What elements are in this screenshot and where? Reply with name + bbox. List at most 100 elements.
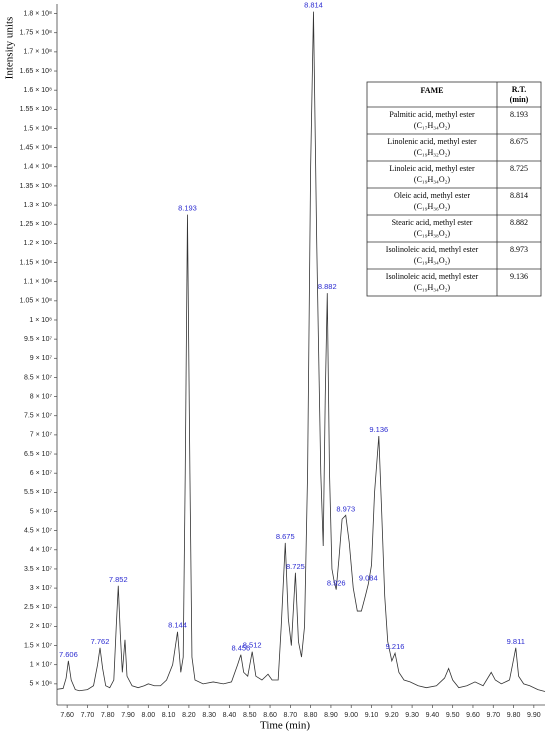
table-cell: (C₁₉H₃₂O₂)	[414, 148, 451, 157]
y-tick-label: 5.5 × 10⁷	[24, 489, 52, 496]
y-tick-label: 1 × 10⁷	[30, 662, 53, 669]
y-tick-label: 5 × 10⁷	[30, 508, 53, 515]
x-tick-label: 8.50	[243, 712, 257, 719]
chromatogram-line	[56, 11, 546, 692]
x-tick-label: 8.90	[324, 712, 338, 719]
y-tick-label: 1.55 × 10⁸	[20, 106, 52, 113]
peak-label: 8.456	[231, 644, 250, 653]
y-tick-label: 6 × 10⁷	[30, 470, 53, 477]
table-cell: 8.193	[510, 110, 528, 119]
y-tick-label: 3 × 10⁷	[30, 585, 53, 592]
peak-label: 7.762	[91, 637, 110, 646]
x-tick-label: 9.40	[426, 712, 440, 719]
x-tick-label: 9.10	[365, 712, 379, 719]
x-tick-label: 8.40	[223, 712, 237, 719]
x-tick-label: 9.60	[466, 712, 480, 719]
y-tick-label: 1.1 × 10⁸	[24, 279, 52, 286]
peak-label: 8.814	[304, 1, 323, 10]
table-cell: (C₁₉H₃₈O₂)	[414, 229, 451, 238]
peak-label: 7.852	[109, 575, 128, 584]
x-tick-label: 7.90	[121, 712, 135, 719]
y-tick-label: 8.5 × 10⁷	[24, 374, 52, 381]
y-tick-label: 1.65 × 10⁸	[20, 68, 52, 75]
x-tick-label: 8.30	[202, 712, 216, 719]
x-tick-label: 9.20	[385, 712, 399, 719]
peak-label: 8.512	[243, 641, 262, 650]
y-tick-label: 7.5 × 10⁷	[24, 413, 52, 420]
y-tick-label: 7 × 10⁷	[30, 432, 53, 439]
y-tick-label: 1.75 × 10⁸	[20, 30, 52, 37]
y-tick-label: 3.5 × 10⁷	[24, 566, 52, 573]
y-tick-label: 1 × 10⁸	[29, 317, 52, 324]
peak-label: 9.811	[507, 637, 525, 646]
y-tick-label: 1.15 × 10⁸	[20, 259, 52, 266]
x-tick-label: 8.80	[304, 712, 318, 719]
table-header: (min)	[510, 95, 529, 104]
peak-label: 8.144	[168, 621, 187, 630]
table-cell: 8.973	[510, 245, 528, 254]
table-header: FAME	[421, 86, 444, 95]
y-tick-label: 1.2 × 10⁸	[24, 240, 52, 247]
peak-label: 8.973	[336, 504, 355, 513]
peak-label: 8.926	[327, 579, 346, 588]
y-tick-label: 1.25 × 10⁸	[20, 221, 52, 228]
y-tick-label: 1.6 × 10⁸	[24, 87, 52, 94]
table-cell: 9.136	[510, 272, 528, 281]
table-cell: 8.882	[510, 218, 528, 227]
y-tick-label: 1.8 × 10⁸	[24, 10, 52, 17]
x-tick-label: 9.70	[486, 712, 500, 719]
y-tick-label: 9.5 × 10⁷	[24, 336, 52, 343]
table-cell: Isolinoleic acid, methyl ester	[386, 272, 479, 281]
table-cell: 8.725	[510, 164, 528, 173]
x-tick-label: 9.50	[446, 712, 460, 719]
x-tick-label: 9.80	[507, 712, 521, 719]
x-tick-label: 9.00	[344, 712, 358, 719]
y-tick-label: 1.05 × 10⁸	[20, 298, 52, 305]
peak-label: 8.882	[318, 282, 337, 291]
x-tick-label: 8.10	[162, 712, 176, 719]
peak-label: 7.606	[59, 650, 78, 659]
y-tick-label: 8 × 10⁷	[30, 393, 53, 400]
x-tick-label: 9.30	[405, 712, 419, 719]
x-tick-label: 9.90	[527, 712, 541, 719]
x-tick-label: 8.70	[284, 712, 298, 719]
y-tick-label: 1.45 × 10⁸	[20, 144, 52, 151]
table-cell: Oleic acid, methyl ester	[394, 191, 470, 200]
y-tick-label: 4.5 × 10⁷	[24, 527, 52, 534]
y-axis-label: Intensity units	[4, 17, 16, 80]
table-cell: (C₁₇H₃₄O₂)	[414, 121, 451, 130]
table-border	[366, 81, 542, 297]
y-tick-label: 2.5 × 10⁷	[24, 604, 52, 611]
peak-label: 9.216	[386, 642, 405, 651]
table-cell: (C₁₉H₃₄O₂)	[414, 283, 451, 292]
y-tick-label: 9 × 10⁷	[30, 355, 53, 362]
x-tick-label: 7.70	[81, 712, 95, 719]
y-tick-label: 1.7 × 10⁸	[24, 49, 52, 56]
y-tick-label: 6.5 × 10⁷	[24, 451, 52, 458]
x-tick-label: 8.20	[182, 712, 196, 719]
x-tick-label: 8.60	[263, 712, 277, 719]
table-cell: Linoleic acid, methyl ester	[389, 164, 475, 173]
peak-label: 8.675	[276, 532, 295, 541]
table-cell: 8.675	[510, 137, 528, 146]
table-cell: (C₁₉H₃₄O₂)	[414, 256, 451, 265]
table-cell: (C₁₉H₃₆O₂)	[414, 202, 451, 211]
y-tick-label: 2 × 10⁷	[30, 623, 53, 630]
peak-label: 8.725	[286, 562, 305, 571]
y-tick-label: 5 × 10⁶	[29, 681, 52, 688]
peak-label: 8.193	[178, 204, 197, 213]
y-tick-label: 1.5 × 10⁸	[24, 125, 52, 132]
table-cell: (C₁₉H₃₄O₂)	[414, 175, 451, 184]
y-tick-label: 1.5 × 10⁷	[24, 642, 52, 649]
y-tick-label: 4 × 10⁷	[30, 547, 53, 554]
x-axis-label: Time (min)	[260, 720, 310, 732]
y-tick-label: 1.4 × 10⁸	[24, 164, 52, 171]
x-tick-label: 7.60	[60, 712, 74, 719]
peak-label: 9.136	[369, 425, 388, 434]
table-cell: Stearic acid, methyl ester	[392, 218, 473, 227]
peak-label: 9.084	[359, 573, 378, 582]
x-tick-label: 7.80	[101, 712, 115, 719]
table-cell: 8.814	[510, 191, 528, 200]
y-tick-label: 1.35 × 10⁸	[20, 183, 52, 190]
